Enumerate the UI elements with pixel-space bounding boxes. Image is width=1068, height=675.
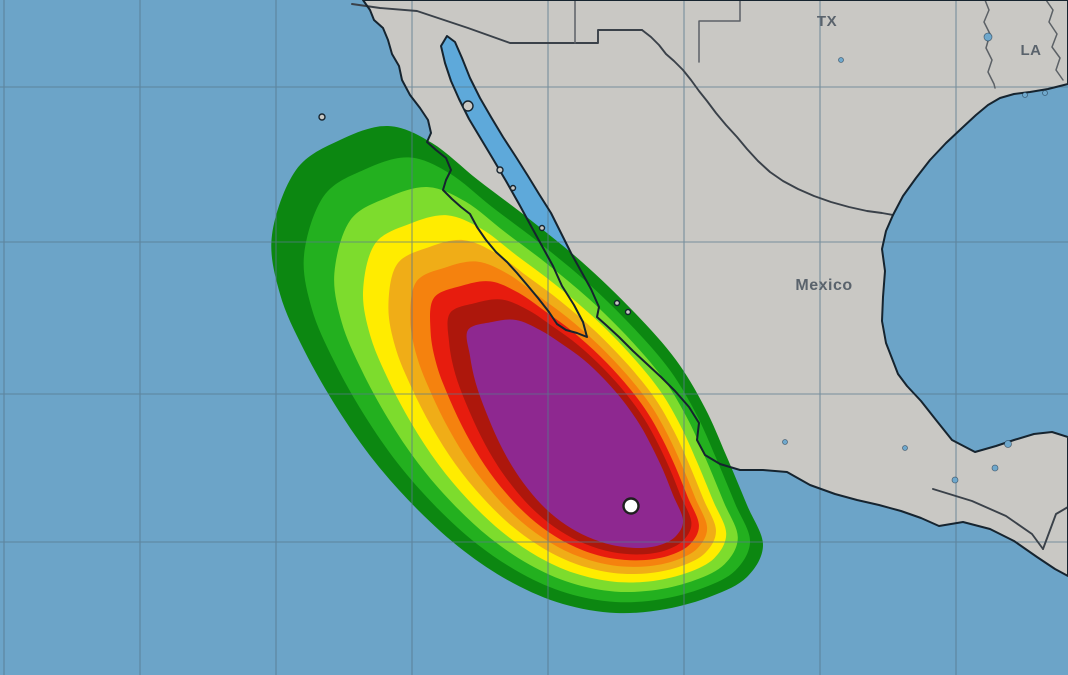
guatemala-border-2	[1042, 506, 1068, 550]
gulf-island-1	[496, 166, 504, 174]
lake-se-2	[991, 464, 999, 472]
islands	[318, 100, 632, 316]
la-marsh-2	[1042, 90, 1048, 96]
region-labels: TX LA Mexico	[795, 13, 1041, 294]
river-louisiana	[1045, 0, 1064, 81]
guatemala-border	[932, 488, 1044, 550]
political-borders	[351, 0, 1068, 550]
region-label-mexico: Mexico	[795, 277, 852, 294]
la-marsh-1	[1022, 92, 1028, 98]
rio-grande	[641, 29, 894, 216]
nm-tx-border	[698, 0, 741, 63]
tx-la-border	[983, 0, 996, 89]
probability-band-purple	[466, 319, 684, 548]
us-mexico-border	[351, 3, 643, 44]
storm-center-marker	[622, 497, 640, 515]
tiburon-island	[462, 100, 474, 112]
toledo-bend	[983, 32, 993, 42]
landmass-north-america	[363, 0, 1068, 576]
lake-mx-1	[782, 439, 788, 445]
gulf-island-2	[509, 184, 517, 192]
islas-marias-2	[624, 308, 632, 316]
lakes	[782, 32, 1048, 484]
wind-probability-bands	[271, 125, 763, 614]
lake-se-1	[951, 476, 959, 484]
lake-tx	[838, 57, 844, 63]
lake-mx-2	[902, 445, 908, 451]
region-label-tx: TX	[817, 13, 837, 30]
laguna-terminos	[1004, 440, 1012, 448]
gulf-island-3	[538, 224, 546, 232]
coastline	[362, 0, 1068, 577]
region-label-la: LA	[1021, 42, 1042, 59]
islas-marias-1	[613, 299, 621, 307]
guadalupe-island	[318, 113, 326, 121]
